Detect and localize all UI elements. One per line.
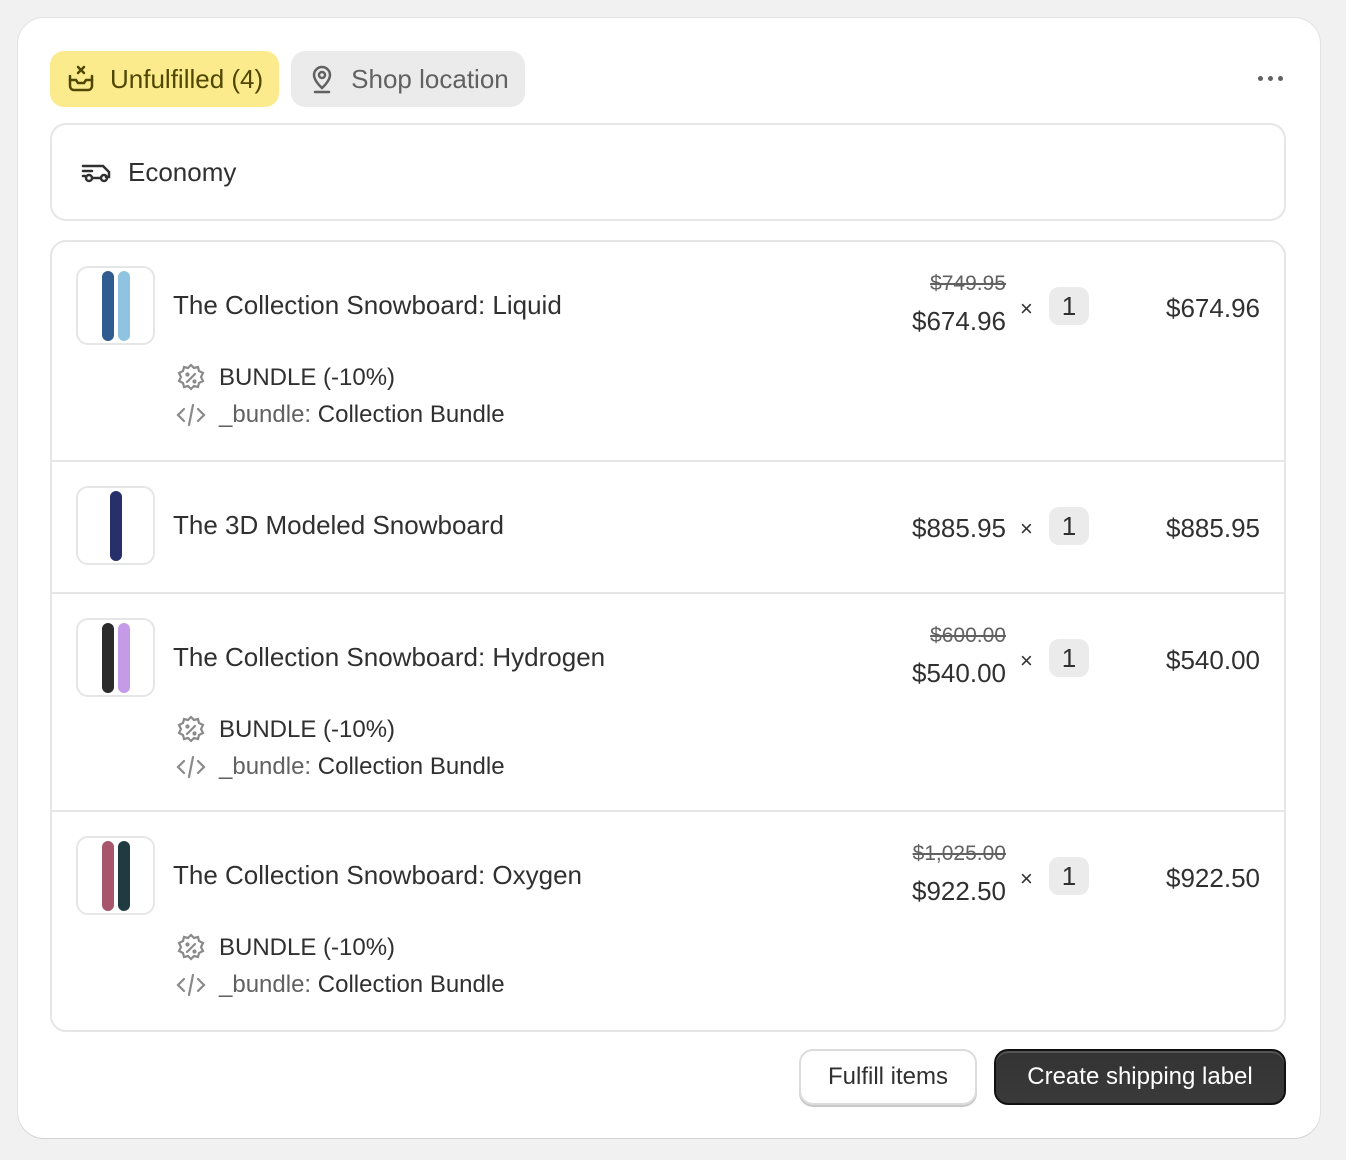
dot-icon <box>1257 75 1263 81</box>
product-title[interactable]: The Collection Snowboard: Hydrogen <box>173 642 606 672</box>
property-value: Collection Bundle <box>317 753 505 780</box>
shipping-method-label: Economy <box>128 156 237 187</box>
line-total: $922.50 <box>1166 863 1260 893</box>
multiply-sign: × <box>1020 648 1033 673</box>
more-actions-button[interactable] <box>1252 62 1288 94</box>
unit-price: $674.96 <box>912 306 1006 336</box>
discount-badge-icon <box>177 715 205 743</box>
unit-price: $885.95 <box>912 513 1006 543</box>
snowboard-image <box>117 622 130 693</box>
code-icon <box>176 755 206 779</box>
original-price: $749.95 <box>930 272 1006 295</box>
discount-label: BUNDLE (-10%) <box>219 934 396 961</box>
product-thumbnail[interactable] <box>76 266 155 345</box>
quantity-badge: 1 <box>1049 639 1089 677</box>
unfulfilled-icon <box>68 65 94 92</box>
discount-badge-icon <box>177 933 205 961</box>
multiply-sign: × <box>1020 296 1033 321</box>
snowboard-image <box>101 840 114 911</box>
fulfillment-card: Unfulfilled (4) Shop location Economy Th… <box>18 18 1320 1138</box>
discount-row: BUNDLE (-10%) <box>175 932 395 964</box>
snowboard-image <box>101 270 114 341</box>
code-icon <box>176 973 206 997</box>
line-items-list: The Collection Snowboard: Liquid $749.95 $… <box>50 240 1286 1032</box>
unit-price: $922.50 <box>912 876 1006 906</box>
discount-row: BUNDLE (-10%) <box>175 362 395 394</box>
snowboard-image <box>101 622 114 693</box>
fulfill-items-button[interactable]: Fulfill items <box>799 1049 977 1105</box>
dot-icon <box>1277 75 1283 81</box>
discount-row: BUNDLE (-10%) <box>175 714 395 746</box>
property-row: _bundle: Collection Bundle <box>175 753 505 781</box>
product-thumbnail[interactable] <box>76 486 155 565</box>
discount-label: BUNDLE (-10%) <box>219 364 396 391</box>
property-key: _bundle: <box>219 753 312 780</box>
property-value: Collection Bundle <box>317 401 505 428</box>
shop-location-label: Shop location <box>351 63 509 94</box>
product-thumbnail[interactable] <box>76 836 155 915</box>
discount-badge-icon <box>177 363 205 391</box>
line-total: $674.96 <box>1166 293 1260 323</box>
quantity-badge: 1 <box>1049 287 1089 325</box>
snowboard-image <box>117 840 130 911</box>
discount-label: BUNDLE (-10%) <box>219 716 396 743</box>
line-item: The Collection Snowboard: Hydrogen $600.0… <box>52 592 1284 810</box>
location-pin-icon <box>312 65 332 94</box>
dot-icon <box>1267 75 1273 81</box>
product-thumbnail[interactable] <box>76 618 155 697</box>
line-item: The 3D Modeled Snowboard $885.95 × 1 $885.95 <box>52 460 1284 592</box>
property-value: Collection Bundle <box>317 971 505 998</box>
property-row: _bundle: Collection Bundle <box>175 401 505 429</box>
original-price: $600.00 <box>930 624 1006 647</box>
line-item: The Collection Snowboard: Oxygen $1,025.0… <box>52 810 1284 1028</box>
code-icon <box>176 403 206 427</box>
unit-price: $540.00 <box>912 658 1006 688</box>
snowboard-image <box>109 490 122 561</box>
unfulfilled-label: Unfulfilled (4) <box>110 63 264 94</box>
multiply-sign: × <box>1020 866 1033 891</box>
quantity-badge: 1 <box>1049 857 1089 895</box>
quantity-badge: 1 <box>1049 507 1089 545</box>
property-key: _bundle: <box>219 401 312 428</box>
line-total: $540.00 <box>1166 645 1260 675</box>
unfulfilled-status-badge: Unfulfilled (4) <box>50 51 280 107</box>
multiply-sign: × <box>1020 516 1033 541</box>
product-title[interactable]: The 3D Modeled Snowboard <box>173 510 504 540</box>
product-title[interactable]: The Collection Snowboard: Liquid <box>173 290 562 320</box>
delivery-truck-icon <box>81 164 111 183</box>
property-row: _bundle: Collection Bundle <box>175 971 505 999</box>
property-key: _bundle: <box>219 971 312 998</box>
create-shipping-label-button[interactable]: Create shipping label <box>994 1049 1286 1105</box>
shipping-method: Economy <box>50 123 1286 221</box>
snowboard-image <box>117 270 130 341</box>
line-total: $885.95 <box>1166 513 1260 543</box>
original-price: $1,025.00 <box>912 842 1006 865</box>
product-title[interactable]: The Collection Snowboard: Oxygen <box>173 860 583 890</box>
shop-location-badge: Shop location <box>291 51 525 107</box>
line-item: The Collection Snowboard: Liquid $749.95 $… <box>52 242 1284 460</box>
